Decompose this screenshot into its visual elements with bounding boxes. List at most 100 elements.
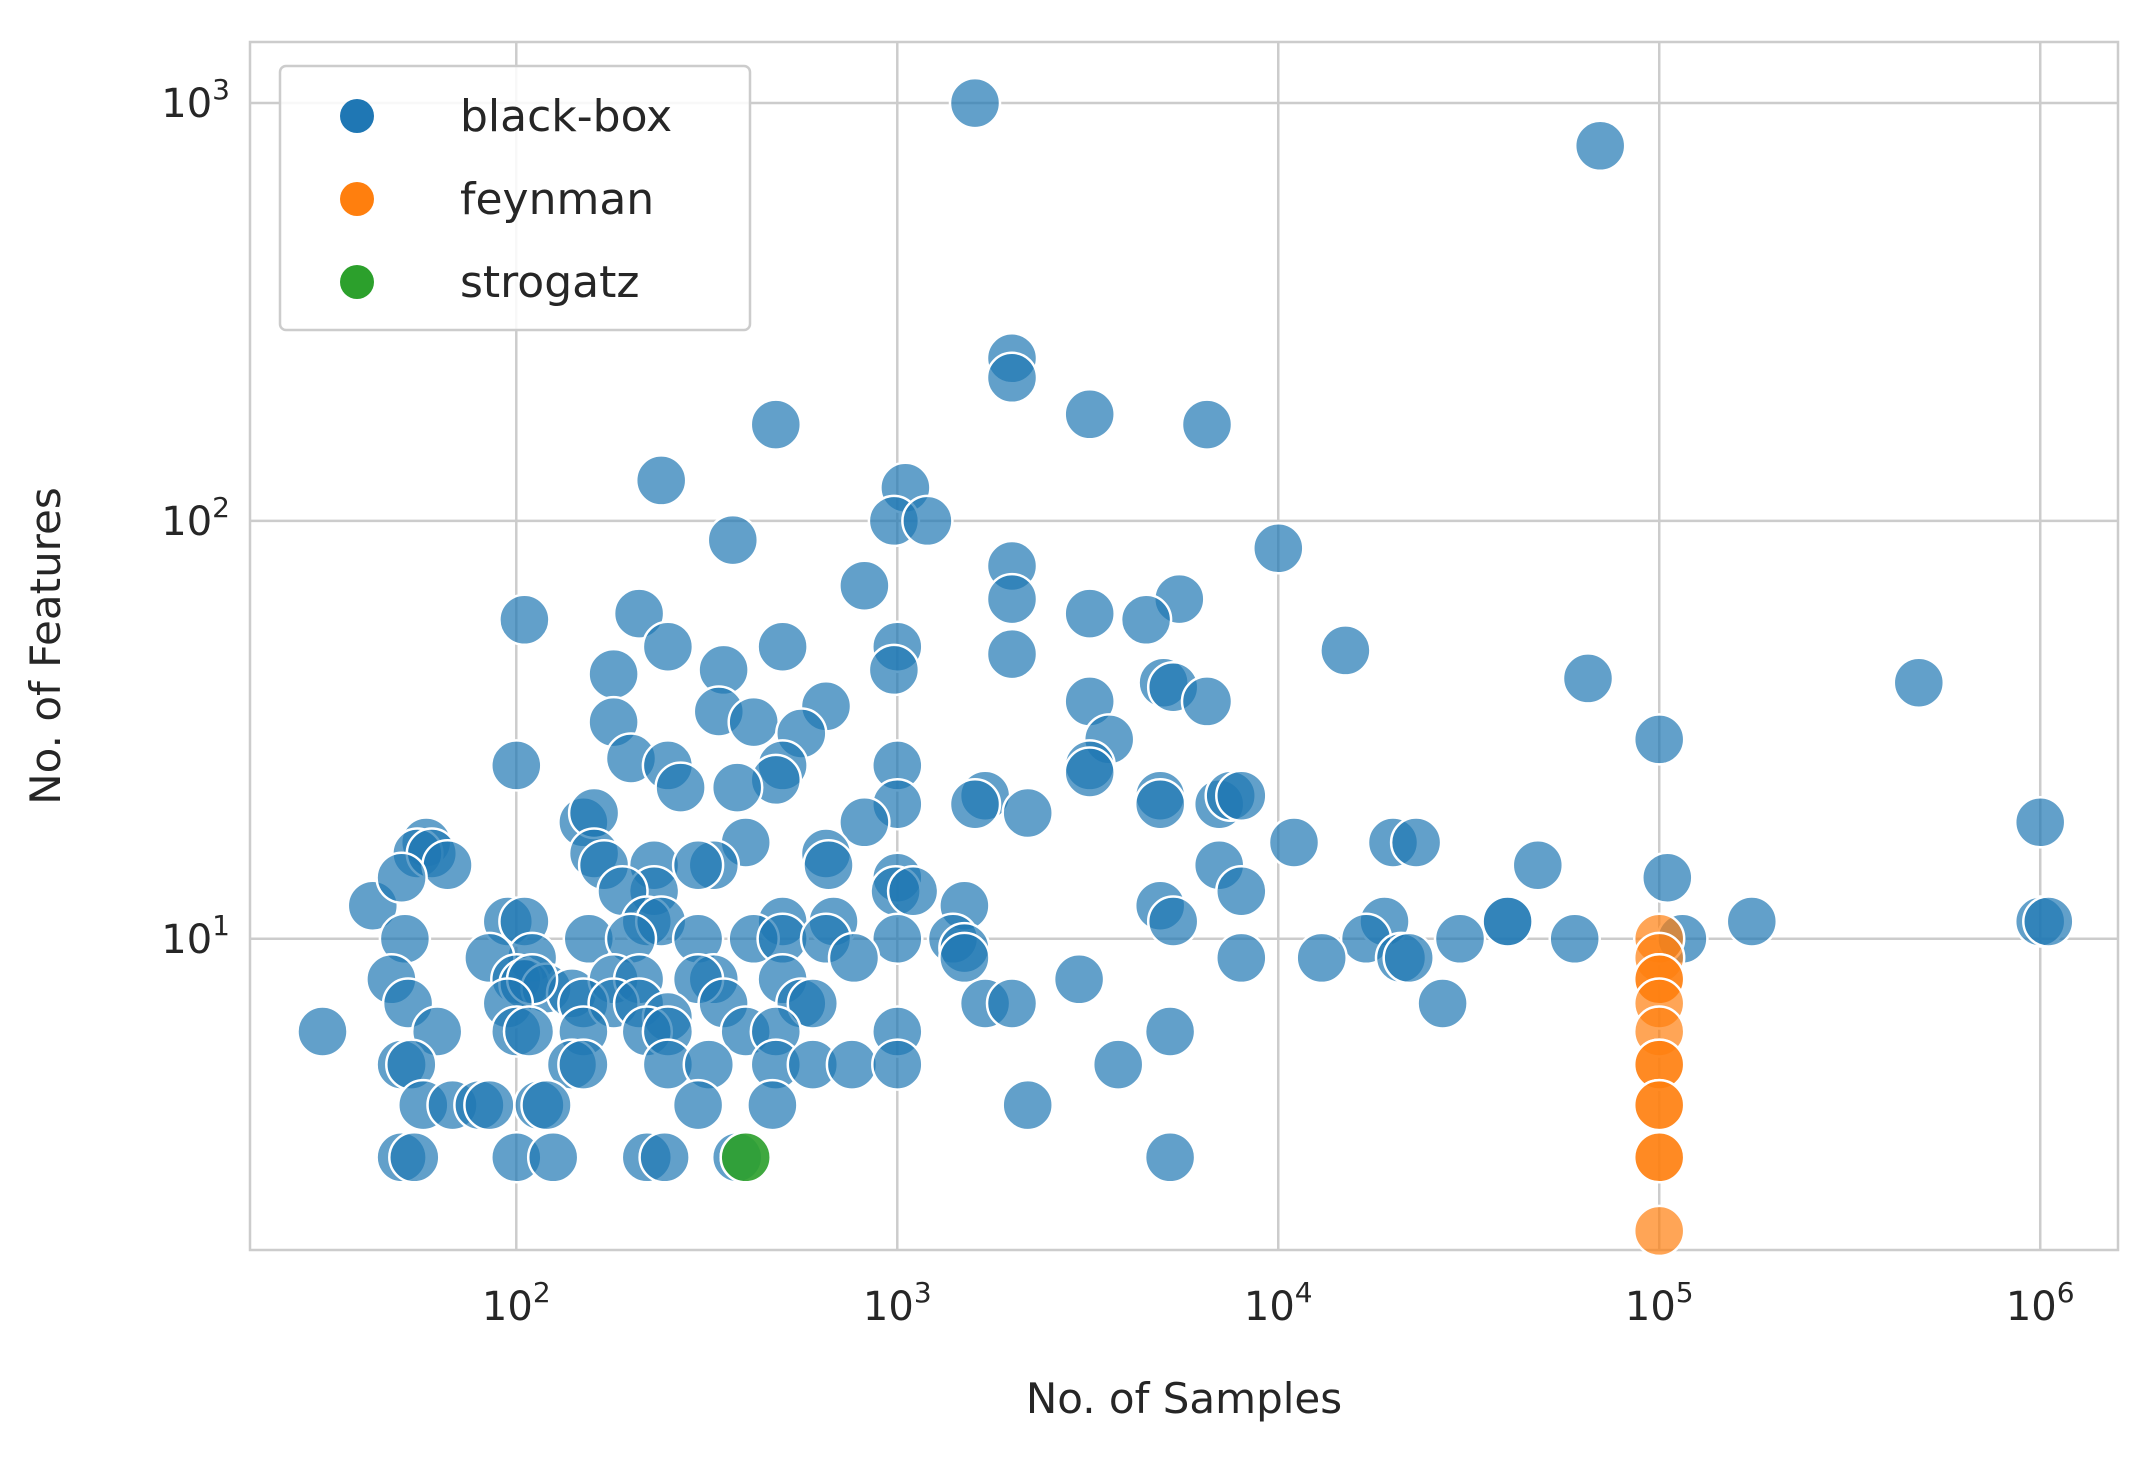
plot-frame bbox=[248, 40, 2120, 1252]
data-point-black-box bbox=[641, 620, 695, 673]
data-point-black-box bbox=[634, 454, 688, 507]
data-point-black-box bbox=[1063, 388, 1116, 441]
legend-marker-feynman bbox=[340, 182, 374, 216]
data-point-black-box bbox=[1180, 398, 1234, 451]
data-point-black-box bbox=[838, 796, 891, 849]
data-point-black-box bbox=[1052, 953, 1106, 1006]
data-point-black-box bbox=[375, 851, 428, 904]
y-tick-label: 102 bbox=[161, 491, 230, 545]
data-point-black-box bbox=[727, 695, 780, 749]
legend-marker-black-box bbox=[340, 99, 374, 133]
x-tick-label: 103 bbox=[863, 1276, 932, 1330]
data-point-black-box bbox=[520, 1078, 573, 1132]
data-point-black-box bbox=[1481, 895, 1534, 948]
data-point-black-box bbox=[421, 838, 474, 892]
data-point-black-box bbox=[1295, 931, 1348, 985]
data-point-black-box bbox=[1146, 895, 1200, 948]
data-point-black-box bbox=[612, 587, 666, 640]
y-tick-label: 103 bbox=[161, 73, 230, 127]
data-point-feynman bbox=[1632, 1204, 1686, 1258]
data-points bbox=[296, 76, 2075, 1258]
data-point-black-box bbox=[756, 620, 809, 673]
data-point-black-box bbox=[388, 1131, 441, 1184]
data-point-black-box bbox=[746, 1078, 799, 1132]
data-point-black-box bbox=[2022, 895, 2075, 948]
data-point-black-box bbox=[2013, 796, 2067, 849]
data-point-black-box bbox=[671, 838, 725, 892]
data-point-black-box bbox=[1632, 713, 1686, 766]
data-point-black-box bbox=[1433, 912, 1487, 966]
data-point-black-box bbox=[749, 398, 803, 451]
data-point-black-box bbox=[1892, 656, 1946, 709]
data-point-black-box bbox=[1091, 1038, 1145, 1091]
data-point-black-box bbox=[587, 647, 640, 701]
data-point-black-box bbox=[1416, 977, 1469, 1030]
data-point-black-box bbox=[1215, 769, 1268, 822]
data-point-black-box bbox=[638, 1131, 691, 1184]
legend: black-box feynman strogatz bbox=[278, 64, 752, 332]
legend-label-feynman: feynman bbox=[460, 174, 654, 225]
x-axis-label: No. of Samples bbox=[1026, 1374, 1342, 1423]
x-tick-label: 104 bbox=[1244, 1276, 1313, 1330]
data-point-black-box bbox=[1180, 675, 1234, 728]
data-point-black-box bbox=[502, 1005, 556, 1058]
data-point-black-box bbox=[1548, 912, 1601, 966]
data-point-black-box bbox=[1215, 931, 1268, 985]
data-point-black-box bbox=[463, 1078, 516, 1132]
data-point-black-box bbox=[1143, 1005, 1197, 1058]
data-point-black-box bbox=[948, 76, 1002, 130]
data-point-black-box bbox=[825, 1038, 879, 1091]
x-tick-label: 106 bbox=[2006, 1276, 2075, 1330]
data-point-black-box bbox=[296, 1005, 349, 1058]
data-point-black-box bbox=[526, 1131, 580, 1184]
data-point-black-box bbox=[901, 494, 954, 548]
data-point-black-box bbox=[838, 559, 891, 612]
data-point-black-box bbox=[985, 977, 1039, 1030]
data-point-black-box bbox=[985, 351, 1039, 405]
data-point-black-box bbox=[654, 761, 707, 814]
data-point-black-box bbox=[490, 739, 543, 792]
x-tick-label: 105 bbox=[1625, 1276, 1694, 1330]
data-point-black-box bbox=[706, 513, 760, 567]
data-point-black-box bbox=[1252, 522, 1305, 575]
data-point-black-box bbox=[1319, 624, 1372, 677]
data-point-black-box bbox=[1063, 746, 1116, 799]
legend-box bbox=[278, 64, 752, 332]
data-point-black-box bbox=[1382, 931, 1435, 985]
x-tick-label: 102 bbox=[482, 1276, 551, 1330]
data-point-black-box bbox=[1001, 786, 1054, 840]
data-point-black-box bbox=[867, 643, 921, 697]
y-axis-ticks: 101 102 103 bbox=[161, 73, 230, 963]
data-point-black-box bbox=[1143, 1131, 1197, 1184]
data-point-black-box bbox=[886, 864, 940, 918]
data-point-feynman bbox=[1632, 1131, 1686, 1184]
data-point-black-box bbox=[985, 572, 1039, 626]
data-point-black-box bbox=[1725, 895, 1779, 948]
legend-label-strogatz: strogatz bbox=[460, 257, 639, 308]
y-tick-label: 101 bbox=[161, 909, 230, 963]
data-point-black-box bbox=[1561, 652, 1615, 705]
data-point-black-box bbox=[498, 593, 551, 647]
data-point-black-box bbox=[1063, 587, 1116, 640]
data-point-black-box bbox=[1511, 838, 1565, 892]
data-point-black-box bbox=[827, 931, 881, 985]
x-axis-ticks: 102 103 104 105 106 bbox=[482, 1276, 2075, 1330]
data-point-black-box bbox=[1267, 816, 1321, 869]
data-point-black-box bbox=[1001, 1078, 1054, 1132]
data-point-strogatz bbox=[719, 1131, 772, 1184]
data-point-black-box bbox=[871, 1038, 924, 1091]
data-point-black-box bbox=[802, 838, 855, 892]
data-point-black-box bbox=[1641, 851, 1694, 904]
data-point-black-box bbox=[1215, 864, 1268, 918]
y-axis-label: No. of Features bbox=[21, 487, 70, 805]
data-point-black-box bbox=[557, 1038, 610, 1091]
legend-marker-strogatz bbox=[340, 265, 374, 299]
data-point-black-box bbox=[786, 977, 840, 1030]
data-point-black-box bbox=[948, 777, 1002, 831]
data-point-black-box bbox=[1573, 119, 1627, 173]
data-point-black-box bbox=[1133, 777, 1187, 831]
data-point-black-box bbox=[871, 912, 924, 966]
data-point-black-box bbox=[1389, 816, 1443, 869]
data-point-black-box bbox=[710, 761, 764, 814]
